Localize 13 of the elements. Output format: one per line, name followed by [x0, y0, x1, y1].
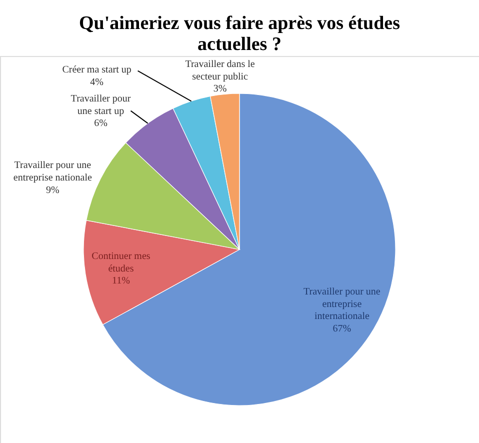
- data-label: 4%: [90, 76, 104, 88]
- slice-label: Travailler pour une start up: [70, 94, 132, 117]
- data-label: 6%: [94, 118, 108, 130]
- data-label: 3%: [213, 84, 227, 95]
- slice-label: Continuer mes études: [92, 250, 150, 274]
- slice-label: Créer ma start up: [62, 64, 132, 76]
- chart-title: Qu'aimeriez vous faire après vos études actuelles ?: [78, 13, 400, 55]
- data-label: 67%: [332, 324, 352, 335]
- slice-label: Travailler pour une entreprise nationale: [13, 160, 93, 184]
- slice-label: Travailler dans le secteur public: [185, 58, 256, 82]
- data-label: 9%: [46, 184, 60, 196]
- slice-label: Travailler pour une entreprise internationale: [304, 286, 381, 322]
- data-label: 11%: [112, 276, 130, 287]
